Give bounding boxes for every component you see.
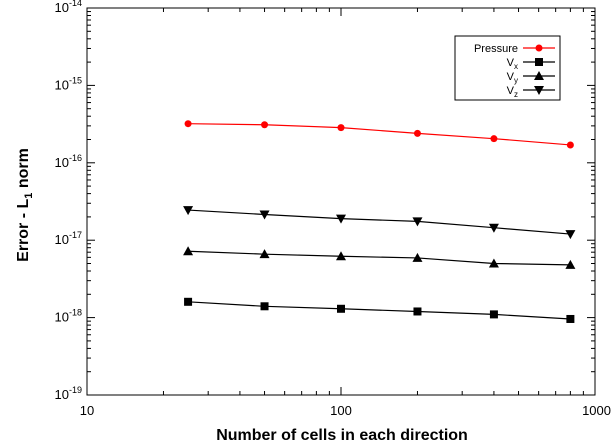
data-point-vy — [412, 252, 423, 262]
data-point-pressure — [566, 141, 574, 149]
series-vx — [184, 297, 575, 323]
y-tick-label: 10-18 — [55, 308, 82, 325]
x-axis-label: Number of cells in each direction — [216, 427, 468, 444]
data-point-vx — [337, 304, 345, 313]
data-point-pressure — [413, 129, 421, 137]
legend-label-vz: Vz — [507, 85, 518, 99]
data-point-vx — [489, 310, 498, 319]
legend-label-pressure: Pressure — [474, 43, 518, 55]
data-point-vx — [260, 302, 269, 311]
data-point-vz — [183, 206, 194, 216]
data-point-vz — [412, 217, 423, 227]
data-point-pressure — [184, 120, 192, 128]
series-pressure — [184, 120, 574, 149]
series-group — [183, 120, 576, 323]
data-point-vy — [488, 258, 499, 268]
data-point-vy — [259, 249, 270, 259]
series-vy — [183, 246, 576, 269]
data-point-vy — [336, 251, 346, 261]
data-point-vz — [259, 210, 270, 220]
data-point-vy — [565, 259, 576, 269]
series-line-pressure — [188, 123, 571, 146]
data-point-vz — [488, 223, 499, 233]
y-axis-label: Error - L1 norm — [15, 148, 35, 262]
x-tick-label: 100 — [330, 403, 352, 418]
data-point-pressure — [261, 121, 269, 129]
y-tick-label: 10-19 — [55, 385, 82, 402]
legend-label-vy: Vy — [507, 71, 518, 85]
x-tick-label: 10 — [80, 403, 94, 418]
data-point-pressure — [490, 135, 498, 143]
legend-marker-pressure — [535, 44, 543, 52]
legend-marker-vy — [534, 71, 544, 80]
series-line-vz — [188, 209, 571, 235]
plot-frame — [86, 7, 596, 396]
y-tick-label: 10-15 — [55, 75, 82, 92]
y-tick-label: 10-17 — [55, 230, 82, 247]
data-point-vz — [336, 214, 346, 224]
x-tick-label: 1000 — [582, 403, 611, 418]
data-point-vy — [183, 246, 194, 256]
series-line-vy — [188, 250, 571, 266]
legend-box — [454, 35, 561, 101]
data-point-vx — [184, 297, 193, 306]
series-line-vx — [188, 301, 571, 320]
y-tick-label: 10-16 — [55, 153, 82, 170]
data-point-vx — [566, 314, 575, 323]
series-vz — [183, 206, 576, 240]
data-point-vz — [565, 230, 576, 240]
legend-marker-vz — [534, 86, 544, 95]
legend-label-vx: Vx — [507, 57, 518, 71]
data-point-pressure — [337, 124, 345, 132]
legend-marker-vx — [535, 58, 543, 66]
y-tick-label: 10-14 — [55, 0, 82, 15]
data-point-vx — [413, 307, 422, 316]
